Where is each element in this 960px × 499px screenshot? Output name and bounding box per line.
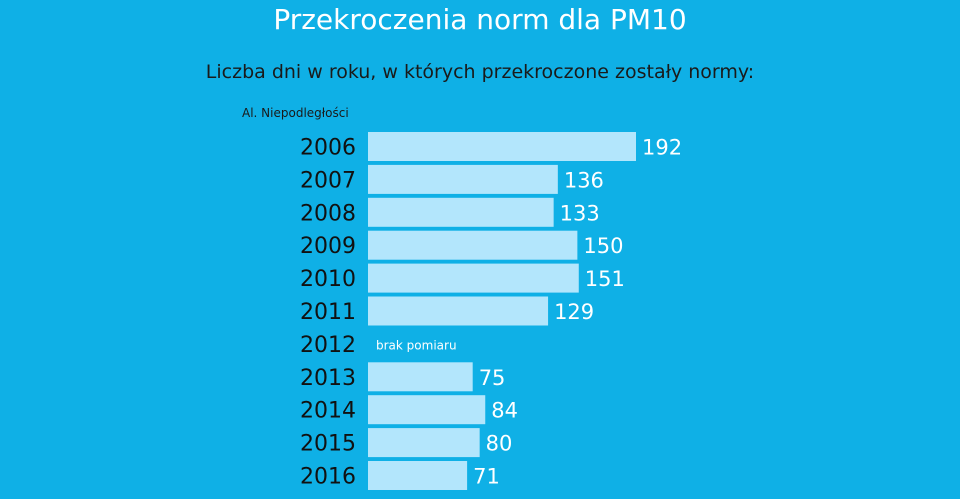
data-label: 136	[564, 168, 604, 192]
data-label: 151	[585, 267, 625, 291]
y-tick-label: 2007	[300, 168, 356, 193]
y-tick-label: 2010	[300, 267, 356, 292]
chart-subtitle: Liczba dni w roku, w których przekroczon…	[205, 61, 755, 83]
y-tick-label: 2016	[300, 465, 356, 490]
data-label: 133	[560, 201, 600, 225]
y-tick-label: 2014	[300, 399, 356, 424]
y-tick-label: 2008	[300, 201, 356, 226]
bar	[368, 132, 636, 161]
bar	[368, 263, 579, 293]
bar	[368, 395, 486, 425]
bar	[368, 230, 578, 260]
data-label: 84	[491, 399, 518, 423]
data-label: 71	[473, 465, 500, 489]
chart-title: Przekroczenia norm dla PM10	[273, 3, 687, 36]
station-label: Al. Niepodległości	[242, 106, 349, 120]
y-tick-label: 2015	[300, 432, 356, 457]
bar	[368, 428, 480, 458]
bar	[368, 197, 554, 227]
data-label: 75	[479, 366, 506, 390]
y-tick-label: 2006	[300, 136, 356, 161]
y-tick-label: 2011	[300, 300, 356, 325]
y-tick-label: 2012	[300, 333, 356, 358]
bar	[368, 362, 473, 392]
data-label: 129	[554, 300, 594, 324]
y-tick-label: 2009	[300, 234, 356, 259]
missing-data-note: brak pomiaru	[376, 338, 457, 352]
data-label: 80	[486, 432, 513, 456]
bar	[368, 461, 468, 490]
bar	[368, 164, 558, 194]
data-label: 150	[583, 234, 623, 258]
bar	[368, 296, 549, 326]
y-tick-label: 2013	[300, 366, 356, 391]
data-label: 192	[642, 136, 682, 160]
